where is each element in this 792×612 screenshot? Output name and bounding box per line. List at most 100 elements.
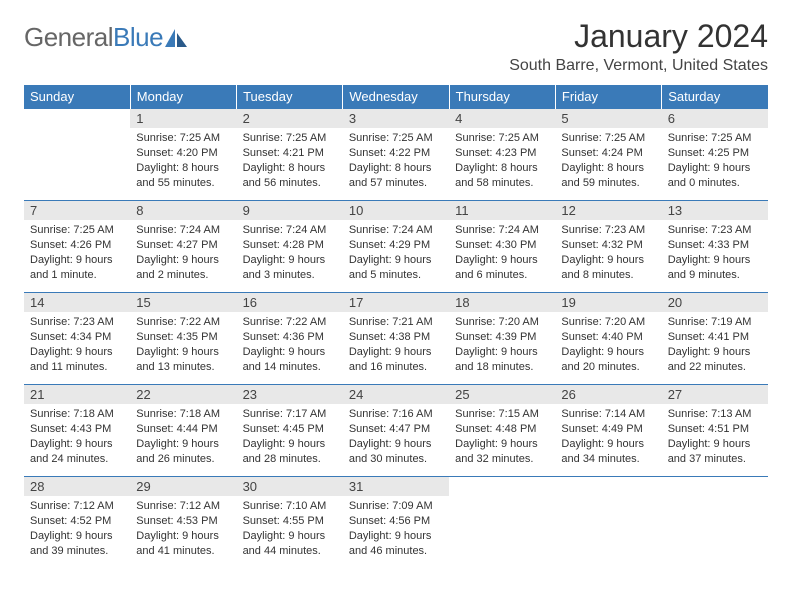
calendar-day-cell: 12Sunrise: 7:23 AMSunset: 4:32 PMDayligh…: [555, 201, 661, 293]
day-number: 26: [555, 385, 661, 404]
calendar-day-cell: [555, 477, 661, 569]
day-number: 13: [662, 201, 768, 220]
day-number: 20: [662, 293, 768, 312]
logo-word1: General: [24, 22, 113, 52]
day-info: Sunrise: 7:12 AMSunset: 4:53 PMDaylight:…: [130, 496, 236, 562]
day-info: Sunrise: 7:25 AMSunset: 4:23 PMDaylight:…: [449, 128, 555, 194]
weekday-header: Friday: [555, 85, 661, 109]
calendar-day-cell: 29Sunrise: 7:12 AMSunset: 4:53 PMDayligh…: [130, 477, 236, 569]
day-number: 25: [449, 385, 555, 404]
day-number: 21: [24, 385, 130, 404]
calendar-day-cell: [449, 477, 555, 569]
calendar-day-cell: 23Sunrise: 7:17 AMSunset: 4:45 PMDayligh…: [237, 385, 343, 477]
day-info: Sunrise: 7:15 AMSunset: 4:48 PMDaylight:…: [449, 404, 555, 470]
day-info: Sunrise: 7:24 AMSunset: 4:29 PMDaylight:…: [343, 220, 449, 286]
calendar-day-cell: 17Sunrise: 7:21 AMSunset: 4:38 PMDayligh…: [343, 293, 449, 385]
day-number: 22: [130, 385, 236, 404]
day-info: Sunrise: 7:25 AMSunset: 4:21 PMDaylight:…: [237, 128, 343, 194]
calendar-day-cell: 18Sunrise: 7:20 AMSunset: 4:39 PMDayligh…: [449, 293, 555, 385]
day-number: 12: [555, 201, 661, 220]
calendar-day-cell: 27Sunrise: 7:13 AMSunset: 4:51 PMDayligh…: [662, 385, 768, 477]
calendar-day-cell: 31Sunrise: 7:09 AMSunset: 4:56 PMDayligh…: [343, 477, 449, 569]
calendar-week-row: 21Sunrise: 7:18 AMSunset: 4:43 PMDayligh…: [24, 385, 768, 477]
calendar-day-cell: 10Sunrise: 7:24 AMSunset: 4:29 PMDayligh…: [343, 201, 449, 293]
location: South Barre, Vermont, United States: [509, 57, 768, 75]
logo-sail-icon: [165, 29, 187, 47]
day-info: Sunrise: 7:12 AMSunset: 4:52 PMDaylight:…: [24, 496, 130, 562]
calendar-day-cell: 14Sunrise: 7:23 AMSunset: 4:34 PMDayligh…: [24, 293, 130, 385]
calendar-day-cell: [662, 477, 768, 569]
day-number: 7: [24, 201, 130, 220]
calendar-week-row: 1Sunrise: 7:25 AMSunset: 4:20 PMDaylight…: [24, 109, 768, 201]
weekday-header: Thursday: [449, 85, 555, 109]
day-number: 30: [237, 477, 343, 496]
calendar-day-cell: 26Sunrise: 7:14 AMSunset: 4:49 PMDayligh…: [555, 385, 661, 477]
calendar-day-cell: 21Sunrise: 7:18 AMSunset: 4:43 PMDayligh…: [24, 385, 130, 477]
day-info: Sunrise: 7:17 AMSunset: 4:45 PMDaylight:…: [237, 404, 343, 470]
day-info: Sunrise: 7:10 AMSunset: 4:55 PMDaylight:…: [237, 496, 343, 562]
calendar-day-cell: 6Sunrise: 7:25 AMSunset: 4:25 PMDaylight…: [662, 109, 768, 201]
day-info: Sunrise: 7:25 AMSunset: 4:24 PMDaylight:…: [555, 128, 661, 194]
weekday-header: Sunday: [24, 85, 130, 109]
day-info: Sunrise: 7:23 AMSunset: 4:34 PMDaylight:…: [24, 312, 130, 378]
day-number: 17: [343, 293, 449, 312]
weekday-header: Monday: [130, 85, 236, 109]
day-info: Sunrise: 7:18 AMSunset: 4:44 PMDaylight:…: [130, 404, 236, 470]
day-info: Sunrise: 7:18 AMSunset: 4:43 PMDaylight:…: [24, 404, 130, 470]
calendar-day-cell: 30Sunrise: 7:10 AMSunset: 4:55 PMDayligh…: [237, 477, 343, 569]
day-info: Sunrise: 7:24 AMSunset: 4:30 PMDaylight:…: [449, 220, 555, 286]
day-info: Sunrise: 7:14 AMSunset: 4:49 PMDaylight:…: [555, 404, 661, 470]
logo-text: GeneralBlue: [24, 22, 163, 53]
day-number: 29: [130, 477, 236, 496]
day-info: Sunrise: 7:23 AMSunset: 4:32 PMDaylight:…: [555, 220, 661, 286]
calendar-day-cell: 3Sunrise: 7:25 AMSunset: 4:22 PMDaylight…: [343, 109, 449, 201]
day-info: Sunrise: 7:20 AMSunset: 4:40 PMDaylight:…: [555, 312, 661, 378]
calendar-day-cell: 11Sunrise: 7:24 AMSunset: 4:30 PMDayligh…: [449, 201, 555, 293]
day-number: 10: [343, 201, 449, 220]
title-block: January 2024 South Barre, Vermont, Unite…: [509, 18, 768, 75]
day-number: 28: [24, 477, 130, 496]
logo-word2: Blue: [113, 22, 163, 52]
calendar-day-cell: 5Sunrise: 7:25 AMSunset: 4:24 PMDaylight…: [555, 109, 661, 201]
day-number: 27: [662, 385, 768, 404]
day-info: Sunrise: 7:23 AMSunset: 4:33 PMDaylight:…: [662, 220, 768, 286]
day-number: 1: [130, 109, 236, 128]
day-info: Sunrise: 7:25 AMSunset: 4:22 PMDaylight:…: [343, 128, 449, 194]
day-number: 2: [237, 109, 343, 128]
day-number: 31: [343, 477, 449, 496]
calendar-week-row: 7Sunrise: 7:25 AMSunset: 4:26 PMDaylight…: [24, 201, 768, 293]
day-info: Sunrise: 7:25 AMSunset: 4:26 PMDaylight:…: [24, 220, 130, 286]
day-number: 9: [237, 201, 343, 220]
calendar-day-cell: 25Sunrise: 7:15 AMSunset: 4:48 PMDayligh…: [449, 385, 555, 477]
calendar-day-cell: 8Sunrise: 7:24 AMSunset: 4:27 PMDaylight…: [130, 201, 236, 293]
day-number: 6: [662, 109, 768, 128]
day-number: 15: [130, 293, 236, 312]
day-number: 4: [449, 109, 555, 128]
day-info: Sunrise: 7:25 AMSunset: 4:20 PMDaylight:…: [130, 128, 236, 194]
calendar-day-cell: 1Sunrise: 7:25 AMSunset: 4:20 PMDaylight…: [130, 109, 236, 201]
calendar-day-cell: 22Sunrise: 7:18 AMSunset: 4:44 PMDayligh…: [130, 385, 236, 477]
day-info: Sunrise: 7:24 AMSunset: 4:28 PMDaylight:…: [237, 220, 343, 286]
day-number: 8: [130, 201, 236, 220]
calendar-table: Sunday Monday Tuesday Wednesday Thursday…: [24, 85, 768, 569]
weekday-header: Wednesday: [343, 85, 449, 109]
day-number: 16: [237, 293, 343, 312]
day-number: 3: [343, 109, 449, 128]
month-title: January 2024: [509, 18, 768, 55]
day-info: Sunrise: 7:22 AMSunset: 4:35 PMDaylight:…: [130, 312, 236, 378]
day-number: 24: [343, 385, 449, 404]
calendar-day-cell: 9Sunrise: 7:24 AMSunset: 4:28 PMDaylight…: [237, 201, 343, 293]
weekday-header: Saturday: [662, 85, 768, 109]
calendar-day-cell: [24, 109, 130, 201]
calendar-week-row: 28Sunrise: 7:12 AMSunset: 4:52 PMDayligh…: [24, 477, 768, 569]
day-number: 14: [24, 293, 130, 312]
calendar-day-cell: 16Sunrise: 7:22 AMSunset: 4:36 PMDayligh…: [237, 293, 343, 385]
weekday-header-row: Sunday Monday Tuesday Wednesday Thursday…: [24, 85, 768, 109]
day-info: Sunrise: 7:22 AMSunset: 4:36 PMDaylight:…: [237, 312, 343, 378]
day-number: 18: [449, 293, 555, 312]
calendar-day-cell: 24Sunrise: 7:16 AMSunset: 4:47 PMDayligh…: [343, 385, 449, 477]
calendar-day-cell: 28Sunrise: 7:12 AMSunset: 4:52 PMDayligh…: [24, 477, 130, 569]
calendar-day-cell: 4Sunrise: 7:25 AMSunset: 4:23 PMDaylight…: [449, 109, 555, 201]
calendar-day-cell: 7Sunrise: 7:25 AMSunset: 4:26 PMDaylight…: [24, 201, 130, 293]
calendar-week-row: 14Sunrise: 7:23 AMSunset: 4:34 PMDayligh…: [24, 293, 768, 385]
